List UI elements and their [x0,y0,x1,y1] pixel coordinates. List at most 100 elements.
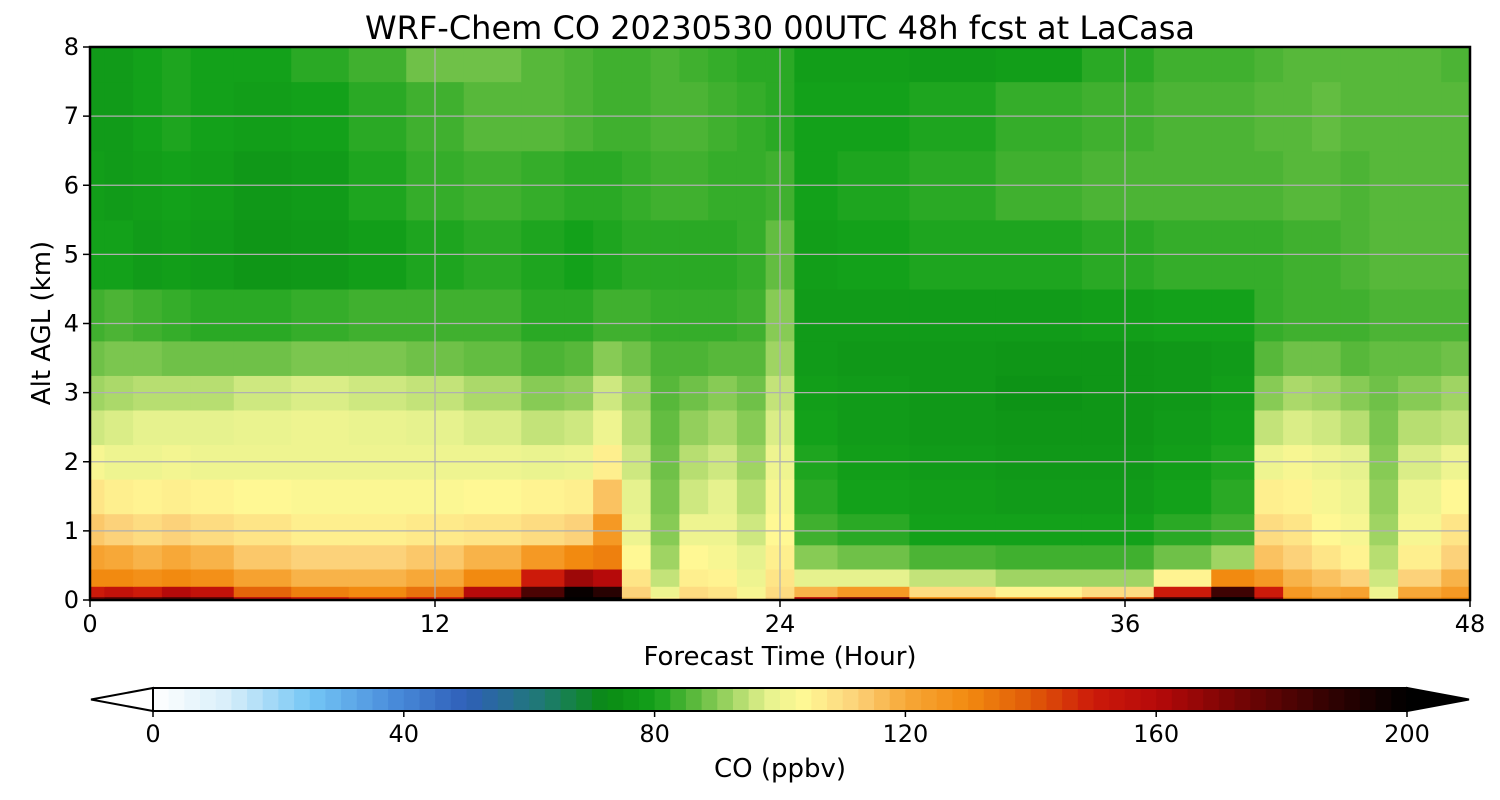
heatmap-cell [1081,47,1155,83]
colorbar-segment [529,688,546,711]
heatmap-cell [133,340,163,376]
heatmap-cell [650,340,680,376]
heatmap-cell [909,568,997,587]
colorbar-segment [403,688,420,711]
heatmap-cell [521,340,565,376]
heatmap-cell [463,513,522,546]
heatmap-cell [1283,409,1313,446]
heatmap-cell [736,568,767,587]
heatmap-cell [1081,409,1155,446]
heatmap-cell [679,513,709,546]
heatmap-cell [621,47,652,83]
heatmap-cell [348,513,407,546]
heatmap-cell [621,544,652,570]
colorbar-segment [1093,688,1110,711]
heatmap-cell [1153,288,1212,342]
y-tick-label: 4 [64,310,79,338]
heatmap-cell [291,568,350,587]
heatmap-cell [161,596,192,600]
heatmap-cell [1311,586,1342,598]
heatmap-cell [564,544,594,570]
heatmap-cell [909,288,997,342]
heatmap-cell [1311,479,1342,515]
heatmap-cell [564,513,594,546]
heatmap-cell [133,47,163,83]
heatmap-cell [794,479,839,515]
heatmap-cell [190,288,235,342]
heatmap-cell [794,568,839,587]
colorbar-segment [1344,688,1361,711]
heatmap-cell [708,586,738,598]
heatmap-cell [909,479,997,515]
heatmap-cell [564,288,594,342]
heatmap-cell [104,544,134,570]
heatmap-cell [1081,596,1155,600]
heatmap-cell [593,596,623,600]
heatmap-cell [679,479,709,515]
heatmap-cell [564,586,594,598]
heatmap-cell [837,544,910,570]
heatmap-cell [1398,288,1442,342]
heatmap-cell [521,479,565,515]
heatmap-cell [837,586,910,598]
heatmap-cell [233,47,292,83]
heatmap-cell [736,409,767,446]
colorbar-segment [952,688,969,711]
colorbar-frame [152,687,1408,712]
heatmap-cell [679,586,709,598]
heatmap-cell [133,288,163,342]
heatmap-cell [995,47,1083,83]
heatmap-cell [1153,340,1212,376]
colorbar-segment [1250,688,1267,711]
heatmap-cell [348,340,407,376]
heatmap-cell [521,288,565,342]
heatmap-cell [1081,544,1155,570]
colorbar-label: CO (ppbv) [714,754,846,784]
heatmap-cell [1153,586,1212,598]
heatmap-cell [837,47,910,83]
heatmap-cell [909,340,997,376]
heatmap-cell [650,47,680,83]
y-tick-label: 5 [64,240,79,268]
heatmap-cell [1340,340,1370,376]
heatmap-cell [1153,568,1212,587]
colorbar-segment [983,688,1000,711]
heatmap-cell [90,288,105,342]
heatmap-cell [463,479,522,515]
heatmap-cell [1441,568,1470,587]
colorbar-segment [889,688,906,711]
heatmap-cell [1283,596,1313,600]
colorbar-segment [200,688,217,711]
colorbar-segment [325,688,342,711]
heatmap-cell [650,479,680,515]
heatmap-cell [650,513,680,546]
colorbar-segment [247,688,264,711]
heatmap-cell [593,409,623,446]
colorbar-tick-label: 0 [145,720,160,748]
heatmap-cell [1153,47,1212,83]
heatmap-cell [1398,340,1442,376]
heatmap-cell [1369,479,1399,515]
x-tick-label: 48 [1455,610,1486,638]
heatmap-cell [1211,568,1255,587]
heatmap-cell [104,288,134,342]
heatmap-cell [995,409,1083,446]
heatmap-cell [463,568,522,587]
heatmap-cell [837,596,910,600]
heatmap-cell [679,568,709,587]
heatmap-cell [1441,409,1470,446]
heatmap-cell [1369,340,1399,376]
heatmap-cell [1340,513,1370,546]
heatmap-cell [1211,586,1255,598]
heatmap-cell [1311,288,1342,342]
heatmap-cell [1254,568,1284,587]
heatmap-cell [794,340,839,376]
heatmap-cell [1398,596,1442,600]
heatmap-cell [995,288,1083,342]
heatmap-cell [1254,513,1284,546]
heatmap-cell [1441,288,1470,342]
heatmap-cell [233,513,292,546]
heatmap-cell [90,586,105,598]
heatmap-cell [90,47,105,83]
